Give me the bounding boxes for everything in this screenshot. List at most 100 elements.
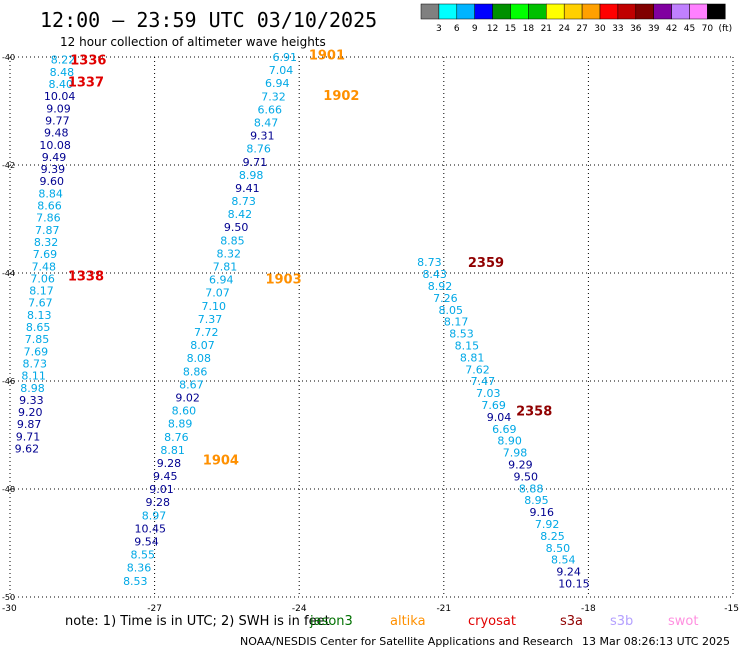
color-scale-legend: 3 6 9 12 15 18 21 24 27 30 33 36 39 42 45 70 (ft) <box>420 3 733 34</box>
wave-height-label: 8.60 <box>172 405 197 418</box>
wave-height-label: 8.36 <box>127 562 152 575</box>
wave-height-label: 7.72 <box>194 326 219 339</box>
color-scale-label: 45 <box>684 24 695 34</box>
color-scale-swatch <box>456 3 475 20</box>
color-scale-label: 70 <box>702 24 714 34</box>
wave-height-label: 8.88 <box>519 482 544 495</box>
wave-height-label: 8.65 <box>26 321 51 334</box>
color-scale-swatch <box>492 3 511 20</box>
color-scale-swatch <box>420 3 440 20</box>
wave-height-label: 7.26 <box>433 292 458 305</box>
wave-height-label: 9.04 <box>487 411 512 424</box>
wave-height-label: 7.92 <box>535 518 560 531</box>
wave-height-label: 8.22 <box>51 54 76 67</box>
wave-height-label: 7.81 <box>213 261 238 274</box>
color-scale-swatch <box>671 3 690 20</box>
color-scale-label: 21 <box>541 24 552 34</box>
wave-height-label: 8.97 <box>142 509 167 522</box>
satellite-tracks: 8.228.488.4010.049.099.779.4810.089.499.… <box>15 48 590 590</box>
wave-height-label: 10.04 <box>44 90 76 103</box>
wave-height-label: 7.67 <box>28 297 53 310</box>
track-s3a: 8.738.438.927.268.058.178.538.158.817.62… <box>417 256 590 590</box>
wave-height-label: 8.81 <box>460 351 485 364</box>
color-scale-swatch <box>563 3 583 20</box>
wave-height-label: 8.40 <box>49 78 74 91</box>
wave-height-label: 9.60 <box>39 175 64 188</box>
wave-height-label: 8.32 <box>34 236 59 249</box>
wave-height-label: 9.87 <box>17 418 42 431</box>
wave-height-label: 9.41 <box>235 182 260 195</box>
wave-height-label: 9.62 <box>15 443 40 456</box>
y-tick-label: -40 <box>2 53 15 62</box>
color-scale-swatch <box>689 3 708 20</box>
color-scale-swatch <box>528 3 547 20</box>
wave-height-label: 8.43 <box>422 268 447 281</box>
wave-height-label: 9.16 <box>530 506 555 519</box>
color-scale-unit: (ft) <box>719 24 733 34</box>
wave-height-label: 9.28 <box>157 457 182 470</box>
wave-height-label: 8.25 <box>540 530 565 543</box>
y-tick-label: -48 <box>2 485 15 494</box>
wave-height-label: 7.47 <box>471 375 496 388</box>
wave-height-label: 8.13 <box>27 309 52 322</box>
x-tick-label: -24 <box>292 604 307 614</box>
x-tick-label: -21 <box>436 604 451 614</box>
color-scale-swatch <box>707 3 726 20</box>
satellite-legend: jason3 altika cryosat s3a s3b swot <box>309 614 698 629</box>
color-scale-swatch <box>510 3 529 20</box>
pass-time-label: 1902 <box>323 89 359 104</box>
wave-height-label: 7.62 <box>465 363 490 376</box>
wave-height-label: 9.28 <box>145 496 170 509</box>
color-scale-swatch <box>617 3 637 20</box>
color-scale-swatch <box>653 3 672 20</box>
x-tick-label: -15 <box>724 604 739 614</box>
wave-height-label: 7.98 <box>503 447 528 460</box>
wave-height-label: 8.05 <box>439 304 464 317</box>
wave-height-label: 8.53 <box>449 328 474 341</box>
satellite-legend-altika: altika <box>390 614 426 629</box>
wave-height-label: 7.37 <box>198 313 223 326</box>
wave-height-label: 8.17 <box>444 316 469 329</box>
wave-height-label: 7.04 <box>269 64 294 77</box>
wave-height-label: 9.50 <box>224 221 249 234</box>
color-scale-swatch <box>581 3 601 20</box>
wave-height-label: 8.50 <box>546 542 571 555</box>
wave-height-label: 9.09 <box>46 102 71 115</box>
satellite-legend-s3b: s3b <box>610 614 633 629</box>
wave-height-label: 8.84 <box>38 187 63 200</box>
wave-height-label: 7.03 <box>476 387 501 400</box>
wave-height-label: 9.39 <box>41 163 66 176</box>
wave-height-label: 8.73 <box>417 256 442 269</box>
wave-height-label: 7.10 <box>202 300 227 313</box>
wave-height-label: 9.33 <box>19 394 44 407</box>
wave-height-label: 8.07 <box>190 339 215 352</box>
x-tick-label: -18 <box>581 604 596 614</box>
pass-time-label: 1337 <box>68 75 104 90</box>
satellite-legend-swot: swot <box>668 614 698 629</box>
pass-time-label: 1336 <box>70 54 106 69</box>
wave-height-label: 8.11 <box>21 370 46 383</box>
wave-height-label: 9.54 <box>134 536 159 549</box>
wave-height-label: 10.15 <box>558 578 590 591</box>
wave-height-label: 7.48 <box>32 260 57 273</box>
wave-height-label: 8.81 <box>160 444 185 457</box>
color-scale-label: 9 <box>472 24 478 34</box>
color-scale-swatch <box>438 3 458 20</box>
wave-height-label: 8.48 <box>50 66 75 79</box>
wave-height-label: 8.55 <box>131 549 156 562</box>
x-axis-ticks: -30 -27 -24 -21 -18 -15 <box>2 604 739 614</box>
track-cryosat: 8.228.488.4010.049.099.779.4810.089.499.… <box>15 54 107 456</box>
wave-height-label: 8.73 <box>231 195 256 208</box>
page-subtitle: 12 hour collection of altimeter wave hei… <box>60 35 326 49</box>
wave-height-label: 8.32 <box>216 247 241 260</box>
color-scale-label: 39 <box>648 24 660 34</box>
wave-height-label: 8.67 <box>179 378 204 391</box>
satellite-legend-s3a: s3a <box>560 614 583 629</box>
color-scale-label: 33 <box>612 24 623 34</box>
wave-height-label: 7.69 <box>481 399 506 412</box>
page-title: 12:00 – 23:59 UTC 03/10/2025 <box>40 8 377 32</box>
wave-height-label: 6.69 <box>492 423 517 436</box>
wave-height-label: 8.95 <box>524 494 549 507</box>
wave-height-label: 8.98 <box>20 382 45 395</box>
